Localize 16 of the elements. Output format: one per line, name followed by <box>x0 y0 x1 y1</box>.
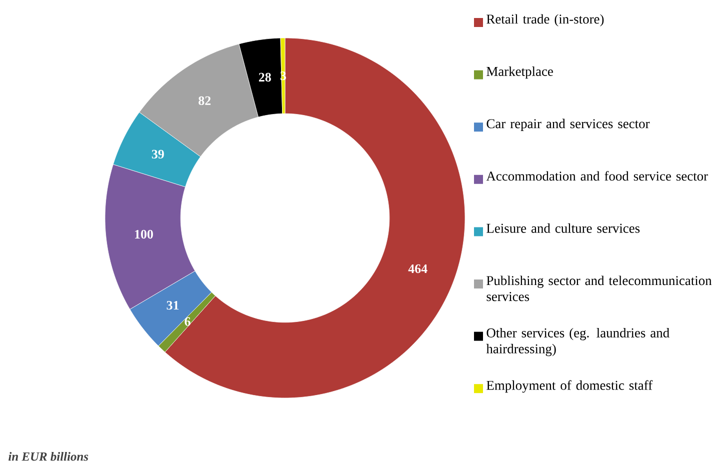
data-label: 100 <box>135 230 153 239</box>
legend-label: Retail trade (in-store) <box>486 14 604 26</box>
data-label: 39 <box>152 150 164 159</box>
data-label: 6 <box>184 317 190 326</box>
legend-label: Marketplace <box>486 66 553 79</box>
legend-label: Publishing sector and telecommunication services <box>486 276 712 302</box>
data-label: 28 <box>258 72 271 82</box>
legend-label: Employment of domestic staff <box>486 380 653 393</box>
data-label: 464 <box>408 264 428 274</box>
text: in EUR billions <box>8 452 88 461</box>
legend-label: Car repair and services sector <box>486 118 650 131</box>
data-label: 82 <box>198 96 211 106</box>
legend-label: Accommodation and food service sector <box>486 171 708 181</box>
legend-label: Other services (eg. laundries and hairdressing) <box>486 328 670 356</box>
data-label: 31 <box>166 300 179 310</box>
legend-label: Leisure and culture services <box>486 223 640 233</box>
